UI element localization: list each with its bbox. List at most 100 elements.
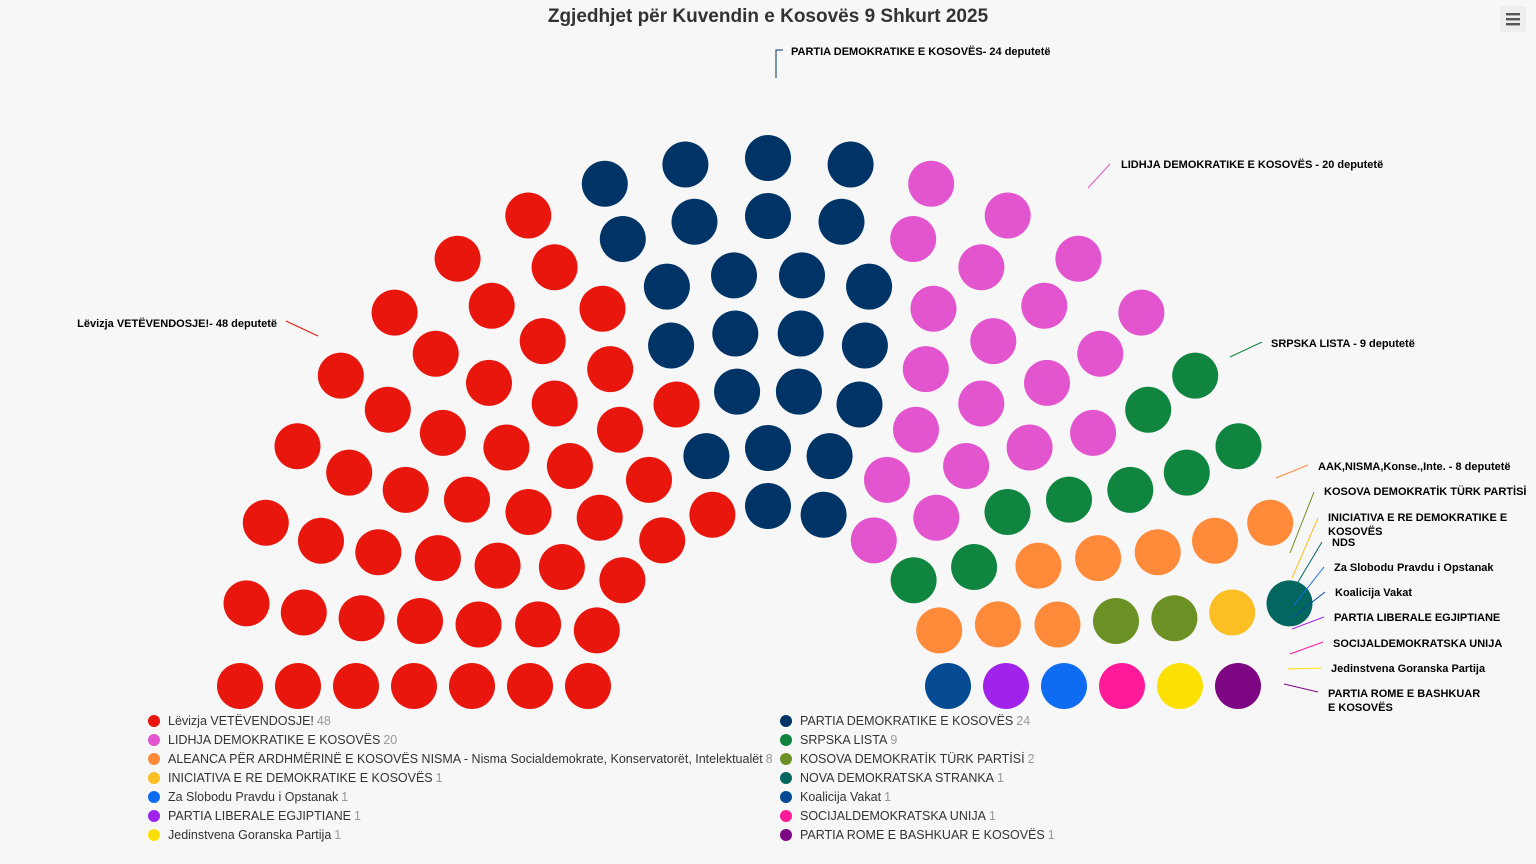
seat-le-vizja-vete-vendosje[interactable] bbox=[364, 386, 411, 433]
seat-partia-liberale-egjiptiane[interactable] bbox=[983, 663, 1029, 709]
seat-jedinstvena-goranska-partija[interactable] bbox=[1157, 663, 1203, 709]
seat-le-vizja-vete-vendosje[interactable] bbox=[397, 598, 443, 644]
seat-aleanca-pe-r-ardhme-rine-e-kosove-s-nisma-nisma-socialdemokrate-konservatore-t-intelektuale-t[interactable] bbox=[1134, 529, 1181, 576]
seat-srpska-lista[interactable] bbox=[1163, 449, 1210, 496]
seat-partia-rome-e-bashkuar-e-kosove-s[interactable] bbox=[1215, 663, 1261, 709]
legend-item-socijaldemokratska-unija[interactable]: SOCIJALDEMOKRATSKA UNIJA 1 bbox=[780, 807, 996, 826]
seat-srpska-lista[interactable] bbox=[1046, 476, 1092, 523]
seat-le-vizja-vete-vendosje[interactable] bbox=[217, 663, 263, 709]
seat-le-vizja-vete-vendosje[interactable] bbox=[455, 601, 502, 648]
seat-le-vizja-vete-vendosje[interactable] bbox=[391, 663, 437, 709]
seat-lidhja-demokratike-e-kosove-s[interactable] bbox=[1070, 409, 1117, 456]
seat-le-vizja-vete-vendosje[interactable] bbox=[414, 535, 461, 582]
seat-le-vizja-vete-vendosje[interactable] bbox=[579, 285, 626, 332]
seat-partia-demokratike-e-kosove-s[interactable] bbox=[648, 322, 695, 369]
seat-nova-demokratska-stranka[interactable] bbox=[1266, 580, 1313, 627]
seat-partia-demokratike-e-kosove-s[interactable] bbox=[745, 425, 791, 471]
seat-koalicija-vakat[interactable] bbox=[925, 663, 971, 709]
seat-lidhja-demokratike-e-kosove-s[interactable] bbox=[1006, 424, 1053, 471]
seat-le-vizja-vete-vendosje[interactable] bbox=[434, 235, 481, 282]
seat-srpska-lista[interactable] bbox=[1172, 352, 1219, 399]
seat-lidhja-demokratike-e-kosove-s[interactable] bbox=[943, 443, 990, 489]
seat-aleanca-pe-r-ardhme-rine-e-kosove-s-nisma-nisma-socialdemokrate-konservatore-t-intelektuale-t[interactable] bbox=[1247, 499, 1294, 546]
legend-item-iniciativa-e-re-demokratike-e-kosove-s[interactable]: INICIATIVA E RE DEMOKRATIKE E KOSOVËS 1 bbox=[148, 769, 443, 788]
seat-aleanca-pe-r-ardhme-rine-e-kosove-s-nisma-nisma-socialdemokrate-konservatore-t-intelektuale-t[interactable] bbox=[916, 607, 963, 654]
seat-partia-demokratike-e-kosove-s[interactable] bbox=[779, 252, 825, 299]
seat-le-vizja-vete-vendosje[interactable] bbox=[326, 449, 373, 496]
seat-partia-demokratike-e-kosove-s[interactable] bbox=[581, 160, 628, 207]
seat-le-vizja-vete-vendosje[interactable] bbox=[355, 529, 402, 576]
seat-le-vizja-vete-vendosje[interactable] bbox=[573, 607, 620, 654]
seat-kosova-demokrati-k-tu-rk-parti-si[interactable] bbox=[1151, 595, 1198, 642]
legend-item-kosova-demokrati-k-tu-rk-parti-si[interactable]: KOSOVA DEMOKRATİK TÜRK PARTİSİ 2 bbox=[780, 750, 1035, 769]
seat-partia-demokratike-e-kosove-s[interactable] bbox=[662, 141, 709, 188]
seat-lidhja-demokratike-e-kosove-s[interactable] bbox=[1024, 359, 1070, 406]
seat-le-vizja-vete-vendosje[interactable] bbox=[333, 663, 379, 709]
seat-srpska-lista[interactable] bbox=[1215, 423, 1262, 470]
legend-item-aleanca-pe-r-ardhme-rine-e-kosove-s-nisma-nisma-socialdemokrate-konservatore-t-intelektuale-t[interactable]: ALEANCA PËR ARDHMËRINË E KOSOVËS NISMA -… bbox=[148, 750, 773, 769]
legend-item-partia-liberale-egjiptiane[interactable]: PARTIA LIBERALE EGJIPTIANE 1 bbox=[148, 807, 361, 826]
seat-lidhja-demokratike-e-kosove-s[interactable] bbox=[893, 406, 939, 453]
seat-lidhja-demokratike-e-kosove-s[interactable] bbox=[908, 160, 955, 207]
legend-item-lidhja-demokratike-e-kosove-s[interactable]: LIDHJA DEMOKRATIKE E KOSOVËS 20 bbox=[148, 731, 397, 750]
seat-partia-demokratike-e-kosove-s[interactable] bbox=[827, 141, 874, 188]
seat-lidhja-demokratike-e-kosove-s[interactable] bbox=[910, 285, 957, 332]
seat-lidhja-demokratike-e-kosove-s[interactable] bbox=[1055, 235, 1102, 282]
seat-socijaldemokratska-unija[interactable] bbox=[1099, 663, 1145, 709]
seat-lidhja-demokratike-e-kosove-s[interactable] bbox=[1118, 289, 1165, 336]
legend-item-nova-demokratska-stranka[interactable]: NOVA DEMOKRATSKA STRANKA 1 bbox=[780, 769, 1004, 788]
seat-le-vizja-vete-vendosje[interactable] bbox=[382, 466, 429, 513]
seat-partia-demokratike-e-kosove-s[interactable] bbox=[643, 263, 690, 310]
seat-partia-demokratike-e-kosove-s[interactable] bbox=[712, 310, 759, 357]
seat-le-vizja-vete-vendosje[interactable] bbox=[275, 663, 321, 709]
seat-le-vizja-vete-vendosje[interactable] bbox=[519, 318, 566, 365]
seat-le-vizja-vete-vendosje[interactable] bbox=[565, 663, 611, 709]
seat-partia-demokratike-e-kosove-s[interactable] bbox=[683, 433, 730, 480]
seat-lidhja-demokratike-e-kosove-s[interactable] bbox=[958, 380, 1005, 427]
seat-partia-demokratike-e-kosove-s[interactable] bbox=[818, 198, 865, 245]
seat-le-vizja-vete-vendosje[interactable] bbox=[242, 499, 289, 546]
seat-srpska-lista[interactable] bbox=[984, 489, 1031, 535]
seat-le-vizja-vete-vendosje[interactable] bbox=[419, 409, 466, 456]
seat-le-vizja-vete-vendosje[interactable] bbox=[474, 542, 521, 589]
seat-le-vizja-vete-vendosje[interactable] bbox=[531, 244, 578, 291]
seat-kosova-demokrati-k-tu-rk-parti-si[interactable] bbox=[1093, 598, 1139, 644]
seat-aleanca-pe-r-ardhme-rine-e-kosove-s-nisma-nisma-socialdemokrate-konservatore-t-intelektuale-t[interactable] bbox=[1034, 601, 1081, 648]
seat-aleanca-pe-r-ardhme-rine-e-kosove-s-nisma-nisma-socialdemokrate-konservatore-t-intelektuale-t[interactable] bbox=[974, 601, 1021, 648]
legend-item-le-vizja-vete-vendosje[interactable]: Lëvizja VETËVENDOSJE! 48 bbox=[148, 712, 331, 731]
seat-aleanca-pe-r-ardhme-rine-e-kosove-s-nisma-nisma-socialdemokrate-konservatore-t-intelektuale-t[interactable] bbox=[1192, 517, 1238, 564]
legend-item-jedinstvena-goranska-partija[interactable]: Jedinstvena Goranska Partija 1 bbox=[148, 826, 341, 845]
seat-partia-demokratike-e-kosove-s[interactable] bbox=[777, 310, 824, 357]
seat-le-vizja-vete-vendosje[interactable] bbox=[483, 424, 530, 471]
legend-item-partia-rome-e-bashkuar-e-kosove-s[interactable]: PARTIA ROME E BASHKUAR E KOSOVËS 1 bbox=[780, 826, 1055, 845]
seat-lidhja-demokratike-e-kosove-s[interactable] bbox=[970, 318, 1017, 365]
seat-partia-demokratike-e-kosove-s[interactable] bbox=[841, 322, 888, 369]
seat-lidhja-demokratike-e-kosove-s[interactable] bbox=[850, 517, 897, 564]
seat-partia-demokratike-e-kosove-s[interactable] bbox=[836, 381, 883, 428]
seat-le-vizja-vete-vendosje[interactable] bbox=[576, 494, 623, 541]
legend-item-koalicija-vakat[interactable]: Koalicija Vakat 1 bbox=[780, 788, 891, 807]
seat-lidhja-demokratike-e-kosove-s[interactable] bbox=[864, 456, 910, 503]
seat-le-vizja-vete-vendosje[interactable] bbox=[371, 289, 418, 336]
seat-le-vizja-vete-vendosje[interactable] bbox=[223, 580, 270, 627]
seat-le-vizja-vete-vendosje[interactable] bbox=[280, 589, 327, 636]
seat-le-vizja-vete-vendosje[interactable] bbox=[274, 423, 321, 470]
seat-lidhja-demokratike-e-kosove-s[interactable] bbox=[902, 346, 949, 393]
seat-le-vizja-vete-vendosje[interactable] bbox=[507, 663, 553, 709]
seat-le-vizja-vete-vendosje[interactable] bbox=[689, 491, 736, 538]
seat-srpska-lista[interactable] bbox=[1125, 386, 1172, 433]
seat-iniciativa-e-re-demokratike-e-kosove-s[interactable] bbox=[1209, 589, 1256, 636]
seat-aleanca-pe-r-ardhme-rine-e-kosove-s-nisma-nisma-socialdemokrate-konservatore-t-intelektuale-t[interactable] bbox=[1075, 535, 1122, 582]
seat-lidhja-demokratike-e-kosove-s[interactable] bbox=[1077, 330, 1124, 377]
seat-partia-demokratike-e-kosove-s[interactable] bbox=[745, 483, 791, 529]
seat-partia-demokratike-e-kosove-s[interactable] bbox=[775, 368, 822, 415]
seat-le-vizja-vete-vendosje[interactable] bbox=[505, 192, 552, 239]
seat-le-vizja-vete-vendosje[interactable] bbox=[444, 476, 490, 523]
legend-item-partia-demokratike-e-kosove-s[interactable]: PARTIA DEMOKRATIKE E KOSOVËS 24 bbox=[780, 712, 1030, 731]
seat-partia-demokratike-e-kosove-s[interactable] bbox=[671, 198, 718, 245]
seat-le-vizja-vete-vendosje[interactable] bbox=[599, 557, 646, 604]
legend-item-srpska-lista[interactable]: SRPSKA LISTA 9 bbox=[780, 731, 897, 750]
seat-le-vizja-vete-vendosje[interactable] bbox=[538, 544, 585, 590]
seat-le-vizja-vete-vendosje[interactable] bbox=[515, 601, 562, 648]
seat-srpska-lista[interactable] bbox=[1107, 466, 1154, 513]
